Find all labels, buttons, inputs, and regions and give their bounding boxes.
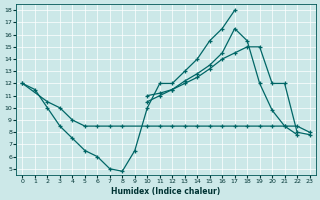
X-axis label: Humidex (Indice chaleur): Humidex (Indice chaleur): [111, 187, 221, 196]
